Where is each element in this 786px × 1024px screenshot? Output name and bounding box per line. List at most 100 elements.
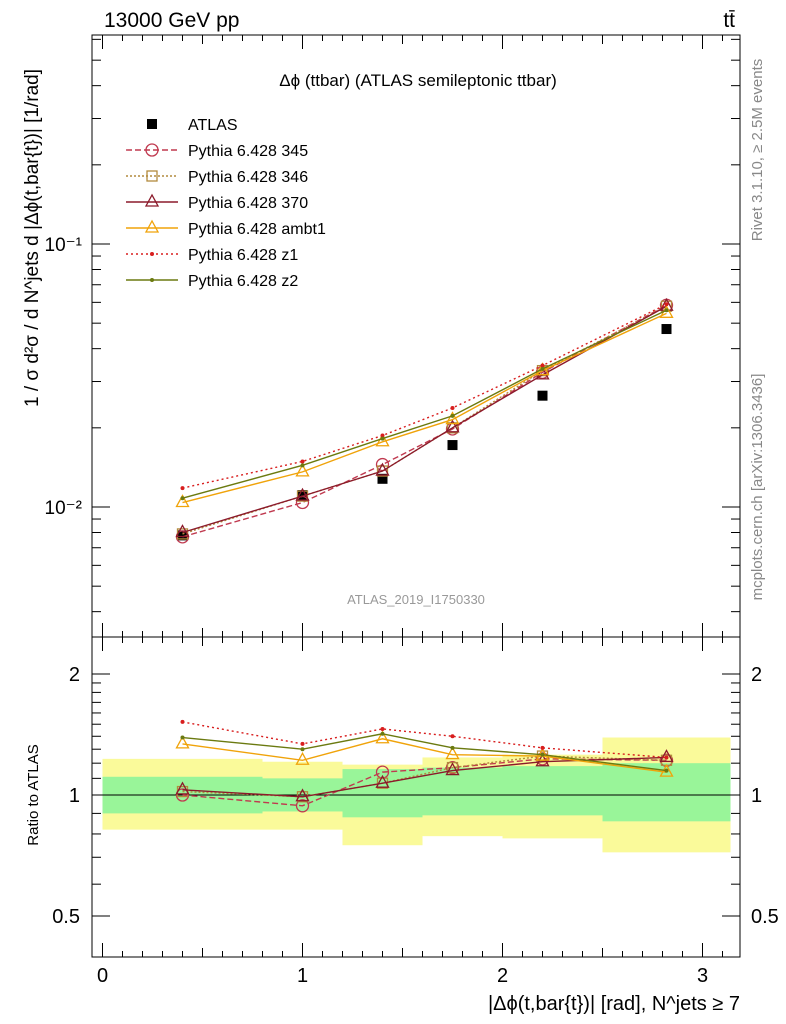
ratio-y-tick-label-right: 2 bbox=[751, 664, 762, 686]
data-point bbox=[446, 422, 459, 434]
ratio-series-pythia-6-428-370 bbox=[175, 749, 674, 802]
data-point bbox=[295, 751, 310, 765]
data-point bbox=[300, 459, 305, 464]
data-point bbox=[180, 735, 185, 740]
data-point bbox=[150, 252, 154, 256]
data-point bbox=[375, 730, 390, 744]
x-axis-label: |Δϕ(t,bar{t})| [rad], N^jets ≥ 7 bbox=[488, 993, 740, 1015]
series-line bbox=[182, 304, 667, 538]
data-point bbox=[380, 436, 385, 441]
legend-label: Pythia 6.428 345 bbox=[188, 143, 308, 160]
inner-band-bin bbox=[502, 766, 603, 816]
data-point bbox=[177, 530, 188, 541]
legend-entry: Pythia 6.428 z1 bbox=[126, 247, 298, 264]
ratio-y-axis-label: Ratio to ATLAS bbox=[25, 744, 42, 845]
ratio-frame bbox=[91, 636, 741, 958]
data-point bbox=[175, 781, 190, 795]
legend-label: Pythia 6.428 370 bbox=[188, 195, 308, 212]
data-point bbox=[664, 755, 669, 760]
series-pythia-6-428-z2 bbox=[180, 308, 669, 501]
mcplots-label: mcplots.cern.ch [arXiv:1306.3436] bbox=[749, 374, 766, 601]
ratio-y-tick-label: 0.5 bbox=[52, 906, 80, 928]
legend: ATLAS Pythia 6.428 345 Pythia 6.428 346 Pyt… bbox=[126, 117, 326, 290]
data-point bbox=[147, 119, 157, 129]
data-point bbox=[661, 324, 672, 335]
data-point bbox=[150, 278, 154, 282]
data-point bbox=[540, 745, 545, 750]
x-tick-label: 0 bbox=[97, 965, 108, 987]
legend-entry: Pythia 6.428 z2 bbox=[126, 273, 298, 290]
data-point bbox=[380, 731, 385, 736]
data-point bbox=[664, 308, 669, 313]
data-point bbox=[540, 752, 545, 757]
data-point bbox=[659, 749, 674, 763]
data-point bbox=[295, 463, 310, 477]
data-point bbox=[450, 745, 455, 750]
legend-label: Pythia 6.428 346 bbox=[188, 169, 308, 186]
data-point bbox=[537, 390, 548, 401]
data-point bbox=[300, 741, 305, 746]
legend-label: ATLAS bbox=[188, 117, 238, 134]
series-pythia-6-428-345 bbox=[175, 298, 674, 544]
ratio-y-tick-label: 1 bbox=[69, 785, 80, 807]
data-point bbox=[664, 302, 669, 307]
data-point bbox=[295, 788, 310, 802]
ratio-line bbox=[182, 738, 667, 773]
data-point bbox=[376, 465, 389, 477]
series-line bbox=[182, 305, 667, 534]
plot-frames bbox=[91, 34, 741, 958]
data-point bbox=[180, 719, 185, 724]
main-plot-series bbox=[175, 297, 674, 544]
legend-entry: Pythia 6.428 345 bbox=[126, 143, 308, 160]
data-point bbox=[295, 799, 310, 813]
data-point bbox=[445, 419, 460, 433]
inner-band-bin bbox=[602, 763, 731, 822]
data-point bbox=[376, 777, 389, 789]
data-point bbox=[380, 433, 385, 438]
data-point bbox=[535, 362, 550, 376]
inner-band-bin bbox=[422, 767, 503, 816]
data-point bbox=[180, 496, 185, 501]
data-point bbox=[296, 490, 309, 502]
legend-entry: Pythia 6.428 370 bbox=[126, 193, 308, 212]
data-point bbox=[445, 746, 460, 760]
ratio-series-pythia-6-428-z1 bbox=[180, 719, 669, 760]
legend-label: Pythia 6.428 z2 bbox=[188, 273, 298, 290]
legend-entry: Pythia 6.428 ambt1 bbox=[126, 219, 326, 238]
process-label: tt̄ bbox=[723, 9, 735, 32]
legend-label: Pythia 6.428 z1 bbox=[188, 247, 298, 264]
series-line bbox=[182, 309, 667, 499]
series-line bbox=[182, 303, 667, 489]
data-point bbox=[175, 735, 190, 749]
series-atlas bbox=[177, 324, 672, 541]
data-point bbox=[380, 726, 385, 731]
data-point bbox=[295, 487, 310, 501]
data-point bbox=[447, 440, 458, 451]
data-point bbox=[445, 411, 460, 425]
ratio-series-pythia-6-428-z2 bbox=[180, 731, 669, 773]
series-line bbox=[182, 305, 667, 535]
data-point bbox=[375, 462, 390, 476]
data-point bbox=[450, 413, 455, 418]
x-tick-label: 2 bbox=[497, 965, 508, 987]
series-pythia-6-428-346 bbox=[176, 300, 673, 540]
ratio-uncertainty-bands bbox=[92, 737, 740, 853]
data-point bbox=[375, 774, 390, 788]
ratio-y-tick-label: 2 bbox=[69, 664, 80, 686]
data-point bbox=[297, 490, 308, 501]
ratio-y-tick-label-right: 0.5 bbox=[751, 906, 779, 928]
data-point bbox=[175, 494, 190, 508]
chart-title: Δϕ (ttbar) (ATLAS semileptonic ttbar) bbox=[279, 71, 557, 90]
data-point bbox=[175, 524, 190, 538]
y-tick-label: 10⁻² bbox=[45, 498, 83, 519]
legend-label: Pythia 6.428 ambt1 bbox=[188, 221, 326, 238]
data-point bbox=[300, 463, 305, 468]
y-axis-label: 1 / σ d²σ / d N^jets d |Δϕ(t,bar{t})| [1… bbox=[22, 69, 43, 407]
legend-entry: Pythia 6.428 346 bbox=[126, 169, 308, 186]
ratio-line bbox=[182, 721, 667, 759]
ratio-y-tick-label-right: 1 bbox=[751, 785, 762, 807]
data-point bbox=[146, 170, 158, 182]
y-tick-label: 10⁻¹ bbox=[45, 235, 83, 256]
ratio-plot-series bbox=[175, 719, 674, 813]
series-pythia-6-428-ambt1 bbox=[175, 304, 674, 508]
